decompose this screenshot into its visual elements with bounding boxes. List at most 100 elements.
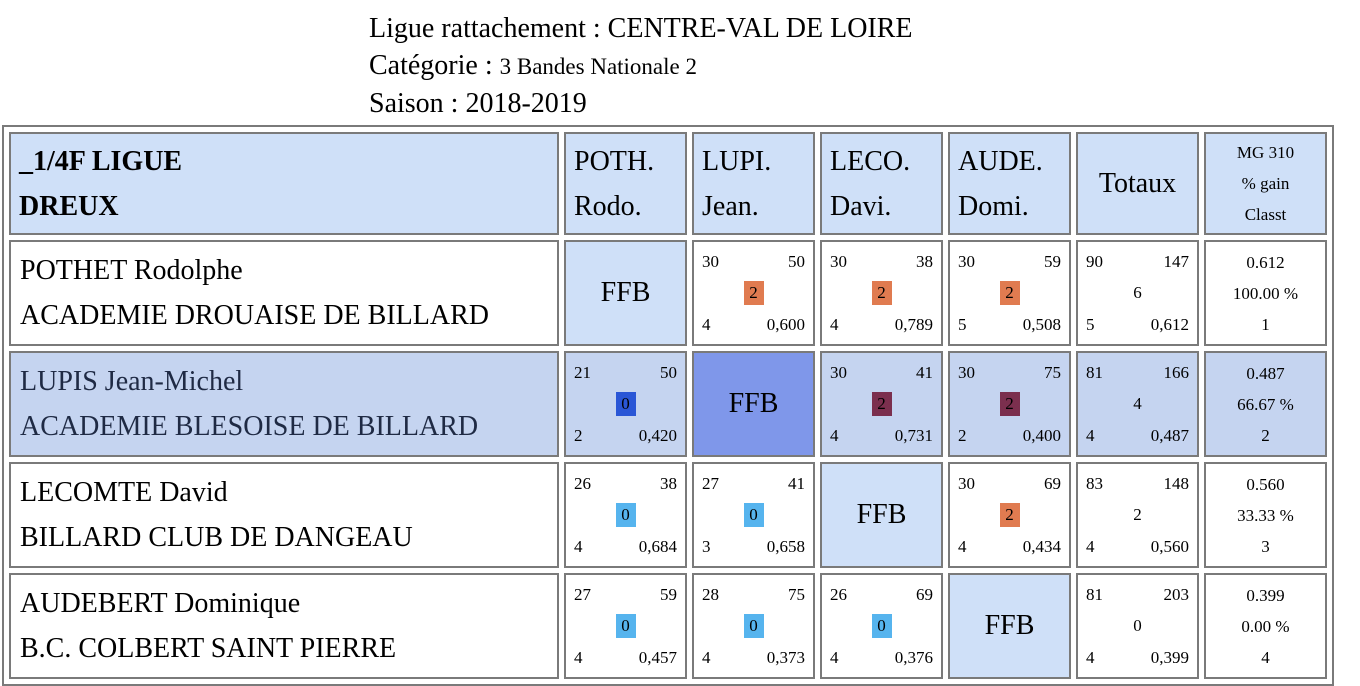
- match-score-cell[interactable]: 30 50 4 0,600 2: [692, 240, 815, 346]
- player-header-abbr: AUDE.: [958, 145, 1043, 177]
- general-average: 0,399: [1150, 648, 1189, 667]
- totals-cell: 81 166 4 4 0,487: [1076, 351, 1199, 457]
- match-points-wrap: 0: [871, 614, 892, 638]
- best-serie: 4: [1086, 537, 1095, 556]
- total-match-points: 6: [1133, 283, 1142, 302]
- player-header-leco: LECO. Davi.: [820, 132, 943, 235]
- total-match-points: 4: [1133, 394, 1142, 413]
- table-row: LECOMTE David BILLARD CLUB DE DANGEAU 26 38…: [9, 462, 1327, 568]
- categorie-value: 3 Bandes Nationale 2: [499, 54, 697, 79]
- score-reprises: 59: [1044, 252, 1061, 271]
- score-reprises: 50: [788, 252, 805, 271]
- gain-percent: 0.00 %: [1241, 616, 1290, 636]
- player-name: AUDEBERT Dominique: [20, 588, 301, 619]
- gain-percent: 66.67 %: [1237, 394, 1294, 414]
- score-serie: 2: [574, 426, 583, 445]
- score-moyenne: 0,731: [894, 426, 933, 445]
- classement: 3: [1261, 536, 1270, 556]
- totaux-header: Totaux: [1076, 132, 1199, 235]
- player-club: ACADEMIE DROUAISE DE BILLARD: [20, 300, 489, 331]
- categorie-label: Catégorie :: [369, 50, 500, 81]
- match-points-wrap: 2: [999, 281, 1020, 305]
- match-points-wrap: 2: [871, 392, 892, 416]
- gain-percent: 33.33 %: [1237, 505, 1294, 525]
- score-moyenne: 0,376: [894, 648, 933, 667]
- match-score-cell[interactable]: 21 50 2 0,420 0: [564, 351, 687, 457]
- score-serie: 4: [830, 648, 839, 667]
- player-header-first: Jean.: [702, 190, 759, 222]
- match-points-badge: 2: [999, 392, 1020, 416]
- best-serie: 5: [1086, 315, 1095, 334]
- score-points: 30: [958, 474, 975, 493]
- score-points: 26: [830, 585, 847, 604]
- saison-line: Saison : 2018-2019: [369, 85, 913, 122]
- score-reprises: 50: [660, 363, 677, 382]
- total-reprises: 166: [1163, 363, 1190, 382]
- match-score-cell[interactable]: 30 41 4 0,731 2: [820, 351, 943, 457]
- match-score-cell[interactable]: 27 59 4 0,457 0: [564, 573, 687, 679]
- total-points: 90: [1086, 252, 1103, 271]
- score-reprises: 69: [916, 585, 933, 604]
- total-reprises: 148: [1163, 474, 1190, 493]
- match-score-cell[interactable]: 27 41 3 0,658 0: [692, 462, 815, 568]
- match-score-cell[interactable]: 30 59 5 0,508 2: [948, 240, 1071, 346]
- totals-cell: 83 148 2 4 0,560: [1076, 462, 1199, 568]
- total-points: 83: [1086, 474, 1103, 493]
- player-club: B.C. COLBERT SAINT PIERRE: [20, 633, 397, 664]
- saison-label: Saison :: [369, 88, 466, 119]
- player-header-abbr: LUPI.: [702, 145, 772, 177]
- score-serie: 4: [830, 315, 839, 334]
- score-serie: 4: [574, 537, 583, 556]
- player-club: BILLARD CLUB DE DANGEAU: [20, 522, 413, 553]
- classement: 2: [1261, 425, 1270, 445]
- player-club: ACADEMIE BLESOISE DE BILLARD: [20, 411, 479, 442]
- match-score-cell[interactable]: 30 69 4 0,434 2: [948, 462, 1071, 568]
- match-points-badge: 0: [615, 392, 636, 416]
- score-reprises: 69: [1044, 474, 1061, 493]
- player-cell: LECOMTE David BILLARD CLUB DE DANGEAU: [9, 462, 559, 568]
- match-points-wrap: 0: [615, 392, 636, 416]
- player-name: LECOMTE David: [20, 477, 228, 508]
- best-serie: 4: [1086, 648, 1095, 667]
- score-serie: 4: [830, 426, 839, 445]
- classt-header-label: Classt: [1244, 205, 1287, 224]
- score-moyenne: 0,457: [638, 648, 677, 667]
- mg-cell: 0.487 66.67 % 2: [1204, 351, 1327, 457]
- saison-value: 2018-2019: [465, 88, 587, 119]
- score-points: 30: [958, 252, 975, 271]
- match-score-cell[interactable]: 26 69 4 0,376 0: [820, 573, 943, 679]
- match-points-badge: 2: [743, 281, 764, 305]
- totals-cell: 81 203 0 4 0,399: [1076, 573, 1199, 679]
- match-points-badge: 0: [615, 614, 636, 638]
- score-reprises: 75: [788, 585, 805, 604]
- match-score-cell[interactable]: 30 75 2 0,400 2: [948, 351, 1071, 457]
- competition-info: Ligue rattachement : CENTRE-VAL DE LOIRE…: [369, 10, 913, 122]
- classement: 1: [1261, 314, 1270, 334]
- match-points-badge: 0: [743, 614, 764, 638]
- mg-cell: 0.399 0.00 % 4: [1204, 573, 1327, 679]
- player-header-lupi: LUPI. Jean.: [692, 132, 815, 235]
- match-score-cell[interactable]: 30 38 4 0,789 2: [820, 240, 943, 346]
- mg-cell: 0.560 33.33 % 3: [1204, 462, 1327, 568]
- score-serie: 4: [958, 537, 967, 556]
- score-serie: 4: [574, 648, 583, 667]
- classement: 4: [1261, 647, 1270, 667]
- ligue-line: Ligue rattachement : CENTRE-VAL DE LOIRE: [369, 10, 913, 47]
- score-points: 30: [702, 252, 719, 271]
- ffb-cell: FFB: [948, 573, 1071, 679]
- score-points: 30: [830, 363, 847, 382]
- score-moyenne: 0,508: [1022, 315, 1061, 334]
- match-score-cell[interactable]: 28 75 4 0,373 0: [692, 573, 815, 679]
- score-points: 27: [702, 474, 719, 493]
- match-score-cell[interactable]: 26 38 4 0,684 0: [564, 462, 687, 568]
- match-points-wrap: 0: [743, 614, 764, 638]
- score-moyenne: 0,434: [1022, 537, 1061, 556]
- table-row: LUPIS Jean-Michel ACADEMIE BLESOISE DE BI…: [9, 351, 1327, 457]
- score-serie: 3: [702, 537, 711, 556]
- total-reprises: 147: [1163, 252, 1190, 271]
- score-moyenne: 0,400: [1022, 426, 1061, 445]
- score-moyenne: 0,684: [638, 537, 677, 556]
- player-header-first: Domi.: [958, 190, 1029, 222]
- total-points: 81: [1086, 585, 1103, 604]
- player-header-aude: AUDE. Domi.: [948, 132, 1071, 235]
